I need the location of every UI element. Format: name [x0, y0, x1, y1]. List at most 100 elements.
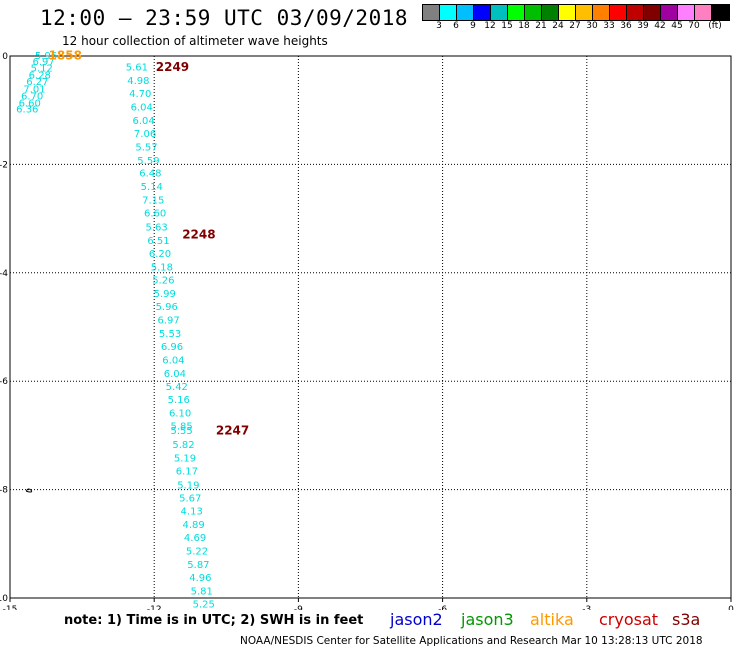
legend-label: 45 [671, 21, 683, 31]
legend-label: 15 [501, 21, 513, 31]
legend-label: 36 [620, 21, 632, 31]
legend-label: (ft) [708, 21, 722, 31]
legend-label: 9 [470, 21, 476, 31]
wave-height-value: 6.97 [33, 57, 55, 68]
satellite-jason2: jason2 [390, 610, 443, 629]
legend-swatch [474, 5, 491, 20]
wave-height-value: 5.96 [35, 51, 57, 62]
wave-height-value: 4.96 [189, 573, 211, 584]
legend-swatch [457, 5, 474, 20]
satellite-s3a: s3a [672, 610, 701, 629]
legend-label: 3 [436, 21, 442, 31]
y-tick-label: -4 [0, 269, 8, 279]
wave-height-value: 6.04 [131, 102, 153, 113]
wave-height-value: 5.18 [151, 262, 173, 273]
legend-swatch [712, 5, 729, 20]
legend-swatch [593, 5, 610, 20]
legend-swatch [661, 5, 678, 20]
wave-height-value: 7.06 [134, 129, 156, 140]
wave-height-value: 6.60 [19, 99, 41, 110]
wave-height-value: 6.97 [157, 315, 179, 326]
legend-swatch [695, 5, 712, 20]
legend-swatch [525, 5, 542, 20]
wave-height-value: 4.98 [127, 76, 149, 87]
wave-height-value: 5.16 [168, 395, 190, 406]
y-tick-label: -8 [0, 486, 8, 496]
y-tick-label: -2 [0, 160, 8, 170]
wave-height-value: 5.67 [179, 493, 201, 504]
x-tick-label: 0 [728, 605, 734, 610]
wave-height-value: 5.85 [170, 422, 192, 433]
wave-height-value: 6.48 [139, 169, 161, 180]
y-tick-label: 0 [2, 52, 8, 62]
x-tick-label: -3 [582, 605, 591, 610]
wave-height-value: 4.70 [129, 89, 151, 100]
legend-swatch [491, 5, 508, 20]
wave-height-map: -15-12-9-6-300-2-4-6-8-105.966.975.126.2… [0, 49, 734, 611]
wave-height-value: 5.25 [193, 600, 215, 610]
page-title: 12:00 — 23:59 UTC 03/09/2018 [40, 6, 409, 30]
satellite-altika: altika [530, 610, 574, 629]
legend-swatch [508, 5, 525, 20]
legend-label: 21 [535, 21, 547, 31]
wave-height-value: 5.42 [166, 382, 188, 393]
legend-label: 24 [552, 21, 564, 31]
wave-height-value: 5.81 [191, 586, 213, 597]
wave-height-value: 6.28 [29, 71, 51, 82]
wave-height-value: 7.01 [23, 85, 45, 96]
wave-height-value: 6.70 [21, 92, 43, 103]
wave-height-value: 5.63 [145, 222, 167, 233]
legend-label: 18 [518, 21, 530, 31]
credit-footer: NOAA/NESDIS Center for Satellite Applica… [240, 635, 703, 647]
wave-height-value: 6.36 [16, 105, 38, 116]
footnote: note: 1) Time is in UTC; 2) SWH is in fe… [64, 613, 364, 628]
wave-height-value: 6.04 [162, 356, 184, 367]
satellite-jason3: jason3 [461, 610, 514, 629]
legend-label: 27 [569, 21, 581, 31]
wave-height-value: 6.04 [164, 369, 186, 380]
wave-height-value: 6.96 [161, 342, 183, 353]
pass-time-label: 2249 [156, 60, 189, 74]
wave-height-value: 5.57 [135, 143, 157, 154]
satellite-cryosat: cryosat [599, 610, 659, 629]
legend-swatch [678, 5, 695, 20]
legend-label: 39 [637, 21, 649, 31]
legend-label: 33 [603, 21, 615, 31]
pass-time-label: 2248 [182, 227, 215, 241]
wave-height-value: 4.89 [182, 520, 204, 531]
pass-time-label: 1858 [49, 49, 82, 63]
wave-height-value: 5.22 [186, 546, 208, 557]
legend-swatch [576, 5, 593, 20]
wave-height-value: 5.19 [174, 454, 196, 465]
wave-height-value: 5.82 [172, 440, 194, 451]
map-frame [9, 55, 732, 599]
legend-label: 6 [453, 21, 459, 31]
wave-height-value: 4.69 [184, 533, 206, 544]
wave-height-value: 6.17 [176, 467, 198, 478]
wave-height-value: 4.13 [181, 506, 203, 517]
wave-height-value: 6.51 [147, 236, 169, 247]
legend-swatch [559, 5, 576, 20]
wave-height-value: 5.14 [141, 182, 163, 193]
color-scale-labels: 3 6 9 12 15 18 21 24 27 30 33 36 39 42 45 70 (ft) [422, 21, 740, 35]
wave-height-value: 5.19 [177, 480, 199, 491]
y-tick-label: -6 [0, 377, 8, 387]
legend-label: 12 [484, 21, 496, 31]
page-subtitle: 12 hour collection of altimeter wave hei… [62, 34, 328, 48]
legend-swatch [627, 5, 644, 20]
legend-swatch [440, 5, 457, 20]
wave-height-value: 5.61 [126, 62, 148, 73]
wave-height-value: 5.26 [152, 275, 174, 286]
wave-height-value: 5.55 [170, 426, 192, 437]
legend-label: 42 [654, 21, 666, 31]
wave-height-value: 5.59 [137, 156, 159, 167]
wave-height-value: 5.12 [31, 63, 53, 74]
island-marker [25, 488, 33, 493]
y-tick-label: -10 [0, 594, 8, 604]
wave-height-value: 6.04 [132, 116, 154, 127]
wave-height-value: 5.87 [187, 560, 209, 571]
wave-height-value: 7.15 [142, 196, 164, 207]
legend-label: 30 [586, 21, 598, 31]
x-tick-label: -15 [3, 605, 18, 610]
legend-swatch [644, 5, 661, 20]
